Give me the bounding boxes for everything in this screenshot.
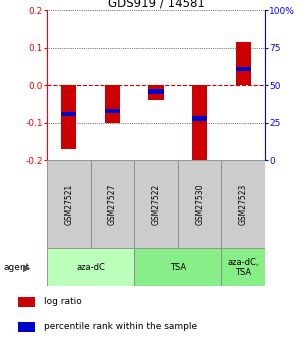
Bar xyxy=(91,160,134,248)
Text: TSA: TSA xyxy=(170,263,186,272)
Bar xyxy=(47,160,91,248)
Text: ▶: ▶ xyxy=(23,263,30,272)
Bar xyxy=(61,112,76,116)
Text: GSM27522: GSM27522 xyxy=(152,184,161,225)
Bar xyxy=(221,160,265,248)
Text: percentile rank within the sample: percentile rank within the sample xyxy=(44,322,197,331)
Bar xyxy=(18,322,35,332)
Bar xyxy=(18,297,35,307)
Bar xyxy=(134,248,221,286)
Bar xyxy=(105,109,120,113)
Bar xyxy=(148,85,164,100)
Bar xyxy=(236,42,251,85)
Text: aza-dC: aza-dC xyxy=(76,263,105,272)
Bar xyxy=(221,248,265,286)
Bar xyxy=(148,89,164,93)
Bar xyxy=(192,116,207,121)
Bar xyxy=(105,85,120,123)
Bar xyxy=(61,85,76,149)
Bar xyxy=(236,67,251,71)
Text: log ratio: log ratio xyxy=(44,297,82,306)
Text: GSM27530: GSM27530 xyxy=(195,184,204,225)
Text: GSM27527: GSM27527 xyxy=(108,184,117,225)
Text: GSM27523: GSM27523 xyxy=(239,184,248,225)
Title: GDS919 / 14581: GDS919 / 14581 xyxy=(108,0,205,9)
Bar xyxy=(134,160,178,248)
Bar xyxy=(192,85,207,160)
Text: agent: agent xyxy=(3,263,29,272)
Bar xyxy=(178,160,221,248)
Text: GSM27521: GSM27521 xyxy=(64,184,73,225)
Text: aza-dC,
TSA: aza-dC, TSA xyxy=(228,258,259,277)
Bar xyxy=(47,248,134,286)
